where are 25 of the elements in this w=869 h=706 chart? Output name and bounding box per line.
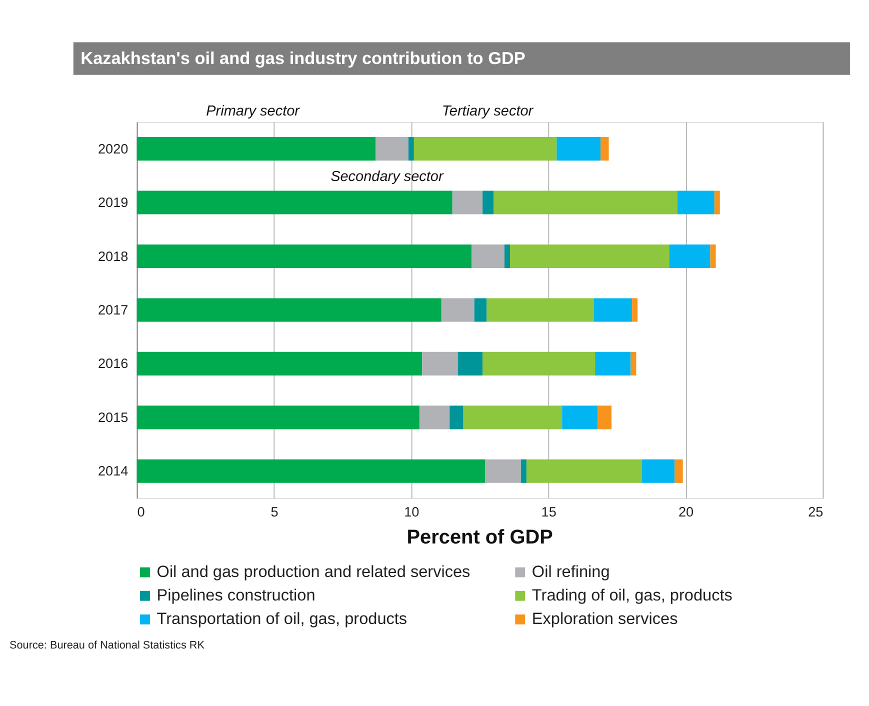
x-tick-label: 20 xyxy=(678,504,694,520)
x-tick-label: 25 xyxy=(808,504,824,520)
y-tick-label: 2018 xyxy=(98,248,128,264)
legend-label: Oil and gas production and related services xyxy=(156,562,470,581)
text: Tertiary sector xyxy=(442,104,534,120)
y-tick-label: 2015 xyxy=(98,410,128,425)
x-tick-label: 10 xyxy=(404,504,420,520)
x-tick-label: 5 xyxy=(270,504,278,520)
y-tick-label: 2017 xyxy=(98,302,128,318)
x-tick-label: 15 xyxy=(541,504,556,520)
y-tick-label: 2019 xyxy=(98,195,128,210)
chart-title: Kazakhstan's oil and gas industry contribution to GDP xyxy=(80,48,526,68)
legend-label: Pipelines construction xyxy=(156,586,316,604)
y-tick-label: 2014 xyxy=(98,464,129,479)
x-axis-title: Percent of GDP xyxy=(406,526,553,548)
source-note: Source: Bureau of National Statistics RK xyxy=(10,639,206,652)
y-tick-label: 2020 xyxy=(98,141,129,156)
legend-label: Oil refining xyxy=(532,562,610,581)
y-tick-label: 2016 xyxy=(98,356,128,372)
legend-label: Transportation of oil, gas, products xyxy=(156,610,408,628)
text: Primary sector xyxy=(206,104,301,120)
x-tick-label: 0 xyxy=(137,504,146,520)
legend-label: Exploration services xyxy=(532,610,678,628)
annotation: Secondary sector xyxy=(330,168,444,185)
legend-label: Trading of oil, gas, products xyxy=(532,586,732,604)
